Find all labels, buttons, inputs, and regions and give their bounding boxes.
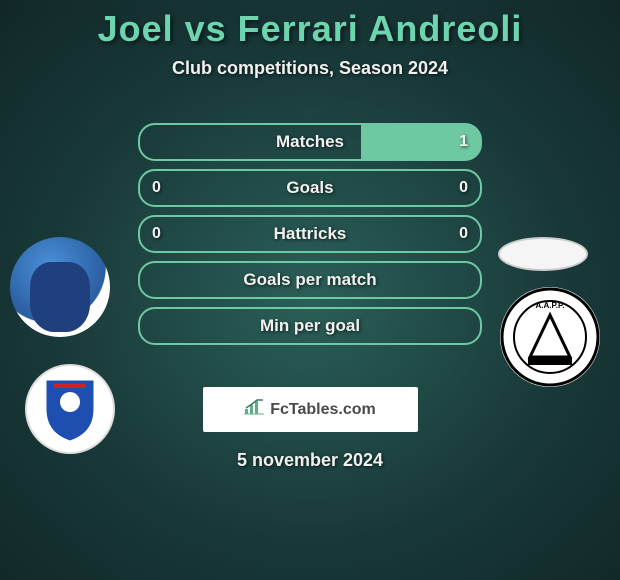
stat-right-value: 1 — [459, 133, 468, 151]
subtitle: Club competitions, Season 2024 — [0, 58, 620, 79]
stat-rows-container: Matches 1 0 Goals 0 0 Hattricks 0 Goals per matc… — [0, 119, 620, 349]
stat-row-goals_per_match: Goals per match — [0, 257, 620, 303]
stat-left-value: 0 — [152, 179, 161, 197]
stat-row-hattricks: 0 Hattricks 0 — [0, 211, 620, 257]
stat-label: Matches — [276, 132, 344, 152]
stat-row-matches: Matches 1 — [0, 119, 620, 165]
stats-area: A.A.P.P. Matches10Goals00Hattricks0Goals… — [0, 119, 620, 369]
stat-label: Hattricks — [274, 224, 347, 244]
date-line: 5 november 2024 — [0, 450, 620, 471]
stat-bar-matches: Matches 1 — [138, 123, 482, 161]
chart-icon — [244, 399, 264, 420]
stat-left-value: 0 — [152, 225, 161, 243]
fctables-branding[interactable]: FcTables.com — [203, 387, 418, 432]
stat-right-value: 0 — [459, 179, 468, 197]
stat-bar-goals_per_match: Goals per match — [138, 261, 482, 299]
club-badge-left — [25, 364, 115, 454]
stat-row-goals: 0 Goals 0 — [0, 165, 620, 211]
fctables-label: FcTables.com — [270, 401, 376, 419]
stat-bar-goals: 0 Goals 0 — [138, 169, 482, 207]
stat-bar-min_per_goal: Min per goal — [138, 307, 482, 345]
shield-icon — [40, 374, 100, 444]
stat-label: Goals per match — [243, 270, 376, 290]
stat-label: Goals — [286, 178, 333, 198]
stat-row-min_per_goal: Min per goal — [0, 303, 620, 349]
stat-label: Min per goal — [260, 316, 360, 336]
stat-right-value: 0 — [459, 225, 468, 243]
stat-bar-hattricks: 0 Hattricks 0 — [138, 215, 482, 253]
page-title: Joel vs Ferrari Andreoli — [0, 8, 620, 50]
